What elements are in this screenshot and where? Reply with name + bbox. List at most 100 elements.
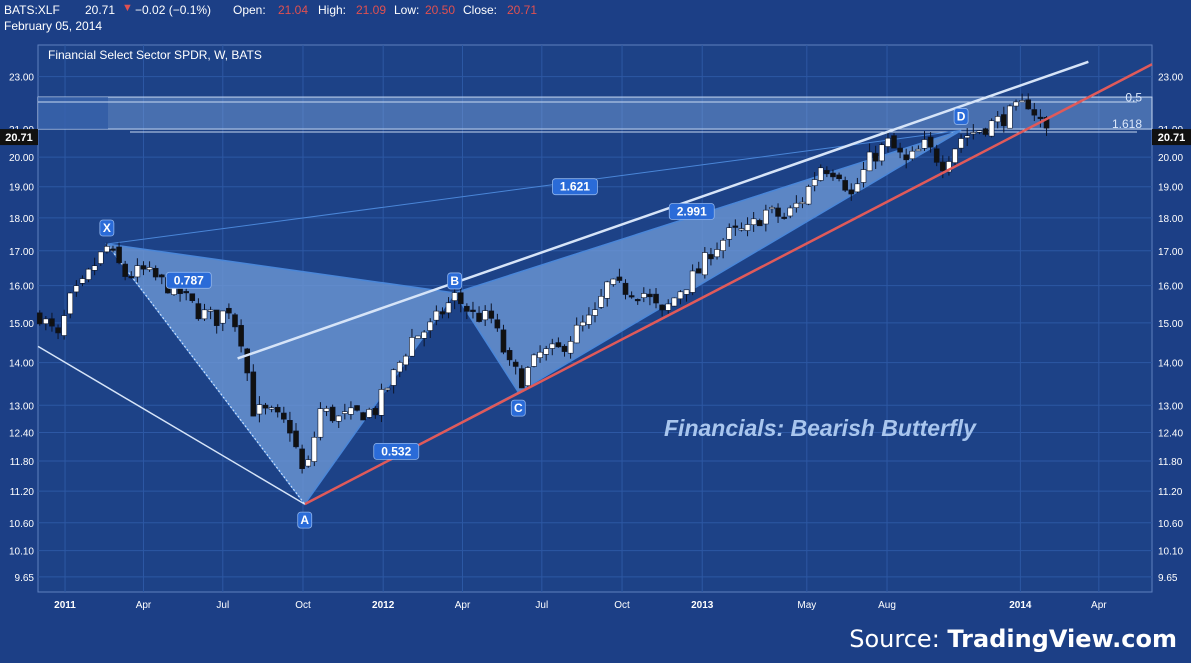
candle xyxy=(793,202,800,208)
x-tick-label: Jul xyxy=(216,600,229,611)
xd-line xyxy=(106,129,962,245)
candle xyxy=(909,150,916,160)
candle xyxy=(104,246,110,253)
y-tick-label-left: 13.00 xyxy=(9,401,34,412)
candle xyxy=(525,367,531,386)
candle xyxy=(36,312,43,325)
candle xyxy=(1019,100,1025,103)
candle xyxy=(866,151,873,172)
candle xyxy=(702,252,708,276)
candle xyxy=(268,407,275,410)
candle xyxy=(946,161,952,173)
change-value: −0.02 (−0.1%) xyxy=(135,3,212,17)
candle xyxy=(860,169,867,183)
candle xyxy=(79,278,86,284)
candle xyxy=(134,265,141,278)
y-tick-label-right: 19.00 xyxy=(1158,183,1183,194)
y-tick-label-right: 13.00 xyxy=(1158,401,1183,412)
point-label: X xyxy=(103,221,111,235)
candle xyxy=(415,335,421,339)
candle xyxy=(805,186,812,205)
ratio-label-box xyxy=(668,203,715,220)
candle xyxy=(512,361,519,367)
point-label: D xyxy=(957,109,966,123)
candle xyxy=(189,293,196,302)
candle xyxy=(360,412,366,421)
last-price-tag-right-text: 20.71 xyxy=(1158,132,1186,144)
last-price: 20.71 xyxy=(85,3,116,17)
candle xyxy=(915,148,922,152)
candle xyxy=(152,267,159,278)
candle xyxy=(366,409,373,418)
candle xyxy=(872,152,879,162)
candle xyxy=(476,312,482,322)
candle xyxy=(500,329,507,353)
candle xyxy=(952,148,958,164)
candle xyxy=(628,295,635,298)
candle xyxy=(55,327,61,334)
candle xyxy=(427,321,434,331)
candle xyxy=(439,311,446,315)
point-label: B xyxy=(450,274,459,288)
y-tick-label-right: 12.40 xyxy=(1158,428,1183,439)
candle xyxy=(817,167,824,181)
candle xyxy=(1007,105,1013,129)
candle xyxy=(378,389,385,416)
candle xyxy=(1013,101,1019,107)
x-tick-label: Oct xyxy=(614,600,630,611)
candle xyxy=(976,130,983,133)
candle xyxy=(372,408,379,416)
y-tick-label-right: 15.00 xyxy=(1158,319,1183,330)
candle xyxy=(445,302,452,314)
y-tick-label-left: 23.00 xyxy=(9,73,34,84)
candle xyxy=(970,132,977,135)
y-tick-label-left: 10.10 xyxy=(9,547,34,558)
candle xyxy=(732,225,739,228)
date-label: February 05, 2014 xyxy=(4,19,103,33)
candle xyxy=(708,254,714,260)
candle xyxy=(140,265,147,270)
candle xyxy=(91,265,98,271)
point-label-box xyxy=(510,399,526,417)
candle xyxy=(482,310,488,321)
candle xyxy=(781,216,787,219)
candle xyxy=(73,285,80,293)
y-tick-label-right: 11.80 xyxy=(1158,457,1183,468)
candle xyxy=(506,350,513,361)
point-label-box xyxy=(297,511,313,529)
xa-dotted-line xyxy=(106,243,306,505)
candle xyxy=(622,282,629,295)
candle xyxy=(616,276,623,281)
candle xyxy=(354,405,360,411)
y-tick-label-right: 10.60 xyxy=(1158,519,1183,530)
candle xyxy=(451,292,458,301)
candle xyxy=(287,420,293,434)
candle xyxy=(683,289,690,295)
last-price-tag-right xyxy=(1152,129,1191,146)
candle xyxy=(384,387,391,391)
candle xyxy=(226,307,232,314)
candle xyxy=(1031,109,1038,116)
fib-label: 0.5 xyxy=(1125,91,1142,105)
candle xyxy=(433,310,440,321)
candle xyxy=(97,251,104,264)
candle xyxy=(543,348,549,355)
candle xyxy=(421,331,427,339)
candle xyxy=(67,292,74,315)
last-price-tag-left xyxy=(0,129,38,146)
candle xyxy=(695,268,702,274)
x-tick-label: Jul xyxy=(535,600,548,611)
candle xyxy=(677,291,684,300)
x-tick-label: Apr xyxy=(455,600,471,611)
candle xyxy=(891,135,897,149)
ratio-label-box xyxy=(373,442,420,460)
y-tick-label-left: 12.40 xyxy=(9,428,34,439)
high-label: High: xyxy=(318,3,347,17)
pattern-annotation: Financials: Bearish Butterfly xyxy=(664,415,977,441)
candle xyxy=(122,263,128,277)
candle xyxy=(396,362,403,373)
candle xyxy=(335,415,342,422)
candle xyxy=(604,281,611,299)
candle xyxy=(195,303,202,320)
